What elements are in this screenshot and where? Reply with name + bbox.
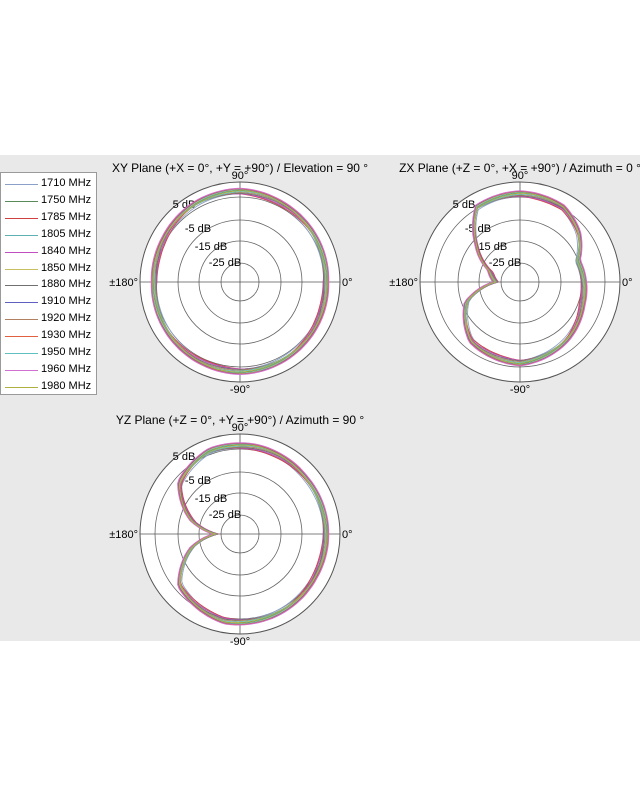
ring-label: -5 dB [465,223,491,235]
legend-label: 1805 MHz [41,227,92,240]
legend-swatch [5,319,38,321]
legend-entry: 1710 MHz [1,176,98,193]
pattern-curve [150,187,330,375]
angle-label-top: 90° [232,422,249,434]
legend-entry: 1950 MHz [1,345,98,362]
ring-label: -15 dB [195,493,227,505]
ring-label: -25 dB [209,509,241,521]
legend-entry: 1750 MHz [1,193,98,210]
legend-label: 1960 MHz [41,362,92,375]
polar-chart: YZ Plane (+Z = 0°, +Y = +90°) / Azimuth … [109,413,364,648]
angle-label-top: 90° [232,170,249,182]
angle-label-right: 0° [342,277,353,289]
legend-entry: 1880 MHz [1,277,98,294]
legend-label: 1880 MHz [41,278,92,291]
legend-entry: 1960 MHz [1,362,98,379]
legend-entry: 1850 MHz [1,261,98,278]
angle-label-right: 0° [622,277,633,289]
angle-label-left: ±180° [389,277,418,289]
legend-entry: 1840 MHz [1,244,98,261]
legend-entry: 1910 MHz [1,294,98,311]
pattern-curve [177,442,330,626]
legend-label: 1950 MHz [41,346,92,358]
angle-label-bottom: -90° [510,384,530,396]
legend-label: 1920 MHz [41,312,92,325]
legend-swatch [5,386,38,388]
legend-swatch [5,302,38,304]
pattern-curve [153,190,327,373]
legend-swatch [5,251,38,253]
angle-label-left: ±180° [109,529,138,541]
polar-chart: ZX Plane (+Z = 0°, +X = +90°) / Azimuth … [389,161,640,396]
legend-entry: 1930 MHz [1,328,98,345]
legend-swatch [5,184,38,185]
legend-swatch [5,234,38,236]
ring-label: -5 dB [185,475,211,487]
legend-entry: 1980 MHz [1,379,98,396]
ring-label: 5 dB [453,199,476,211]
angle-label-bottom: -90° [230,384,250,396]
angle-label-left: ±180° [109,277,138,289]
chart-title: XY Plane (+X = 0°, +Y = +90°) / Elevatio… [112,161,368,175]
chart-title: ZX Plane (+Z = 0°, +X = +90°) / Azimuth … [399,161,640,175]
legend-entry: 1920 MHz [1,311,98,328]
legend: 1710 MHz 1750 MHz 1785 MHz 1805 MHz 1840 MHz… [0,172,97,395]
ring-label: 5 dB [173,451,196,463]
legend-label: 1850 MHz [41,261,92,274]
angle-label-right: 0° [342,529,353,541]
legend-swatch [5,217,38,219]
ring-label: -5 dB [185,223,211,235]
legend-label: 1750 MHz [41,193,92,206]
ring-label: -15 dB [195,241,227,253]
legend-swatch [5,285,38,287]
legend-label: 1785 MHz [41,210,92,223]
legend-label: 1710 MHz [41,177,92,189]
pattern-curve [465,192,586,364]
legend-label: 1980 MHz [41,379,92,392]
chart-title: YZ Plane (+Z = 0°, +Y = +90°) / Azimuth … [116,413,365,427]
ring-label: -15 dB [475,241,507,253]
pattern-curve [179,444,327,624]
legend-swatch [5,369,38,371]
legend-swatch [5,200,38,202]
legend-label: 1930 MHz [41,329,92,342]
ring-label: -25 dB [209,257,241,269]
legend-swatch [5,268,38,270]
angle-label-top: 90° [512,170,529,182]
angle-label-bottom: -90° [230,636,250,648]
legend-swatch [5,353,38,354]
legend-swatch [5,336,38,338]
pattern-curve [462,190,588,367]
legend-entry: 1785 MHz [1,210,98,227]
legend-entry: 1805 MHz [1,227,98,244]
ring-label: -25 dB [489,257,521,269]
legend-label: 1910 MHz [41,295,92,308]
legend-label: 1840 MHz [41,244,92,257]
polar-chart: XY Plane (+X = 0°, +Y = +90°) / Elevatio… [109,161,368,396]
